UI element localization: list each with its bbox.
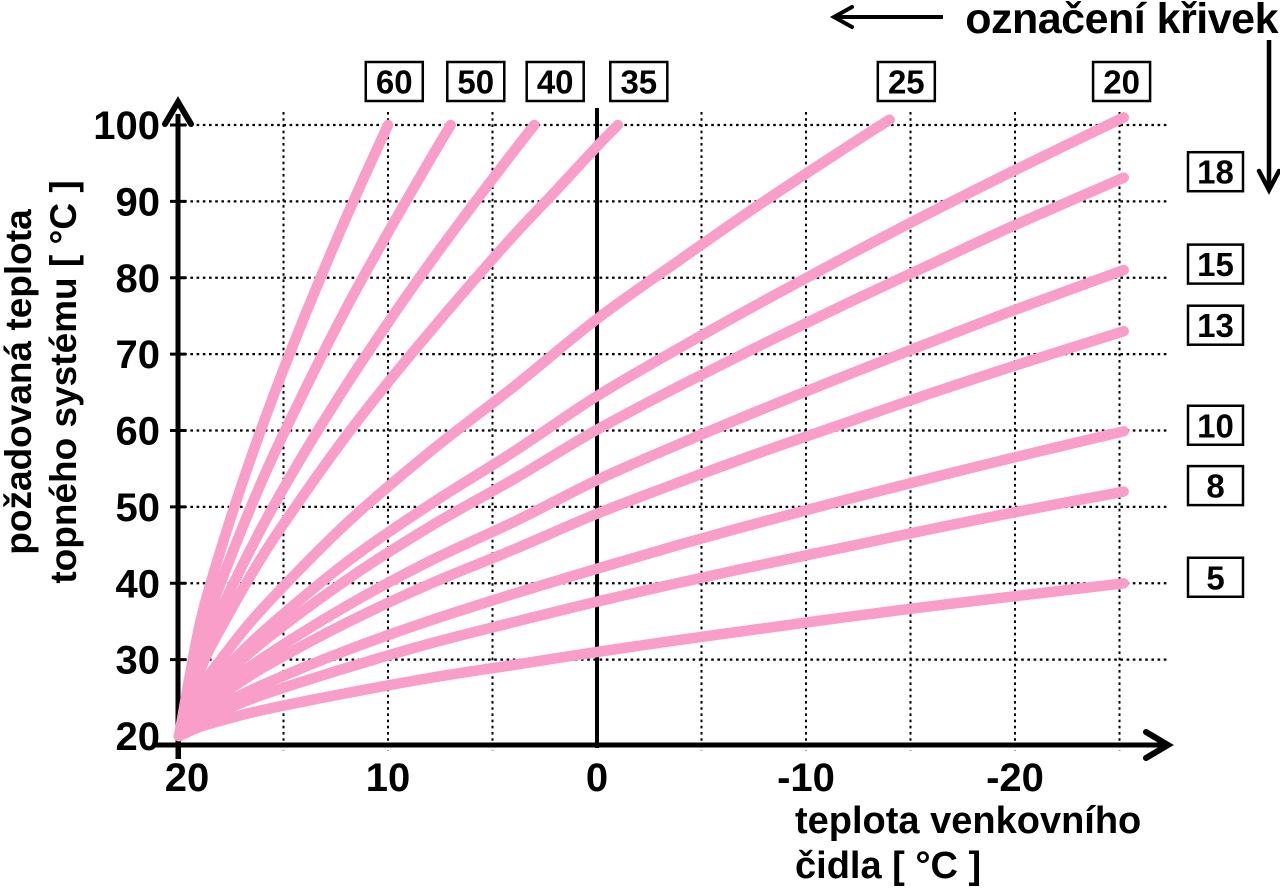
curve-40: [173, 119, 540, 742]
curve-50: [173, 119, 456, 742]
y-axis-arrowhead-icon: [162, 96, 194, 127]
curve-13: [173, 325, 1129, 742]
curve-label-box-8: [1186, 464, 1245, 507]
curve-label-15: 15: [1186, 243, 1245, 285]
x-tick-label-0: 0: [586, 756, 608, 800]
legend-annotation-label: označení křivek: [965, 0, 1278, 43]
curve-label-8: 8: [1186, 464, 1245, 507]
curve-label-35: 35: [609, 60, 669, 103]
y-tick-label-90: 90: [116, 180, 161, 224]
y-axis-title: požadovaná teplota topného systému [ °C …: [0, 102, 90, 662]
curve-label-5: 5: [1186, 556, 1245, 598]
curve-label-13: 13: [1186, 304, 1245, 346]
curve-25: [173, 114, 895, 742]
curve-label-text-35: 35: [620, 64, 657, 101]
legend-down-arrow-icon: [1256, 168, 1280, 195]
x-tick-label--10: -10: [777, 756, 835, 800]
y-axis-title-line1: požadovaná teplota: [0, 209, 39, 555]
x-axis-title: teplota venkovního čidla [ °C ]: [795, 799, 1141, 889]
legend-left-arrow-icon: [829, 5, 854, 29]
curve-10: [173, 426, 1129, 742]
curve-label-box-40: [525, 60, 585, 103]
y-tick-label-40: 40: [116, 562, 161, 606]
curve-label-box-50: [446, 60, 506, 103]
curve-label-text-5: 5: [1206, 559, 1224, 596]
curve-label-text-8: 8: [1206, 468, 1224, 505]
curve-label-text-60: 60: [376, 64, 413, 101]
curve-label-60: 60: [364, 60, 425, 103]
curve-label-text-20: 20: [1103, 64, 1140, 101]
x-tick-label--20: -20: [986, 756, 1044, 800]
curve-label-text-10: 10: [1197, 407, 1234, 444]
curve-5: [173, 578, 1129, 742]
curve-label-25: 25: [876, 60, 937, 103]
x-axis-title-line2: čidla [ °C ]: [795, 845, 982, 887]
curve-label-box-60: [364, 60, 425, 103]
curve-label-box-15: [1186, 243, 1245, 285]
x-axis-arrowhead-icon: [1143, 729, 1174, 761]
x-tick-label-10: 10: [366, 756, 411, 800]
curve-label-40: 40: [525, 60, 585, 103]
curve-label-text-13: 13: [1197, 307, 1234, 344]
curve-label-text-25: 25: [888, 64, 925, 101]
curve-label-box-20: [1091, 60, 1152, 103]
curve-label-text-15: 15: [1197, 246, 1234, 283]
curve-label-box-18: [1186, 150, 1245, 193]
y-tick-label-100: 100: [93, 104, 160, 148]
curve-60: [173, 119, 394, 742]
y-tick-label-20: 20: [116, 715, 161, 759]
y-axis-title-line2: topného systému [ °C ]: [43, 180, 84, 584]
curve-label-box-5: [1186, 556, 1245, 598]
curve-15: [173, 264, 1129, 742]
x-axis-title-line1: teplota venkovního: [795, 800, 1142, 842]
curve-label-20: 20: [1091, 60, 1152, 103]
y-tick-label-80: 80: [116, 257, 161, 301]
y-tick-label-50: 50: [116, 486, 161, 530]
curve-label-box-10: [1186, 404, 1245, 447]
curve-label-18: 18: [1186, 150, 1245, 193]
x-tick-label-20: 20: [165, 756, 210, 800]
y-tick-label-30: 30: [116, 639, 161, 683]
curve-label-box-25: [876, 60, 937, 103]
curve-label-box-35: [609, 60, 669, 103]
curve-label-box-13: [1186, 304, 1245, 346]
curve-label-50: 50: [446, 60, 506, 103]
curve-20: [173, 112, 1129, 742]
y-tick-label-70: 70: [116, 333, 161, 377]
curve-35: [173, 119, 624, 742]
curve-label-10: 10: [1186, 404, 1245, 447]
curve-label-text-18: 18: [1197, 154, 1234, 191]
curve-label-text-40: 40: [537, 64, 574, 101]
curve-8: [173, 486, 1129, 742]
y-tick-label-60: 60: [116, 410, 161, 454]
curve-label-text-50: 50: [457, 64, 494, 101]
curve-18: [173, 172, 1129, 742]
